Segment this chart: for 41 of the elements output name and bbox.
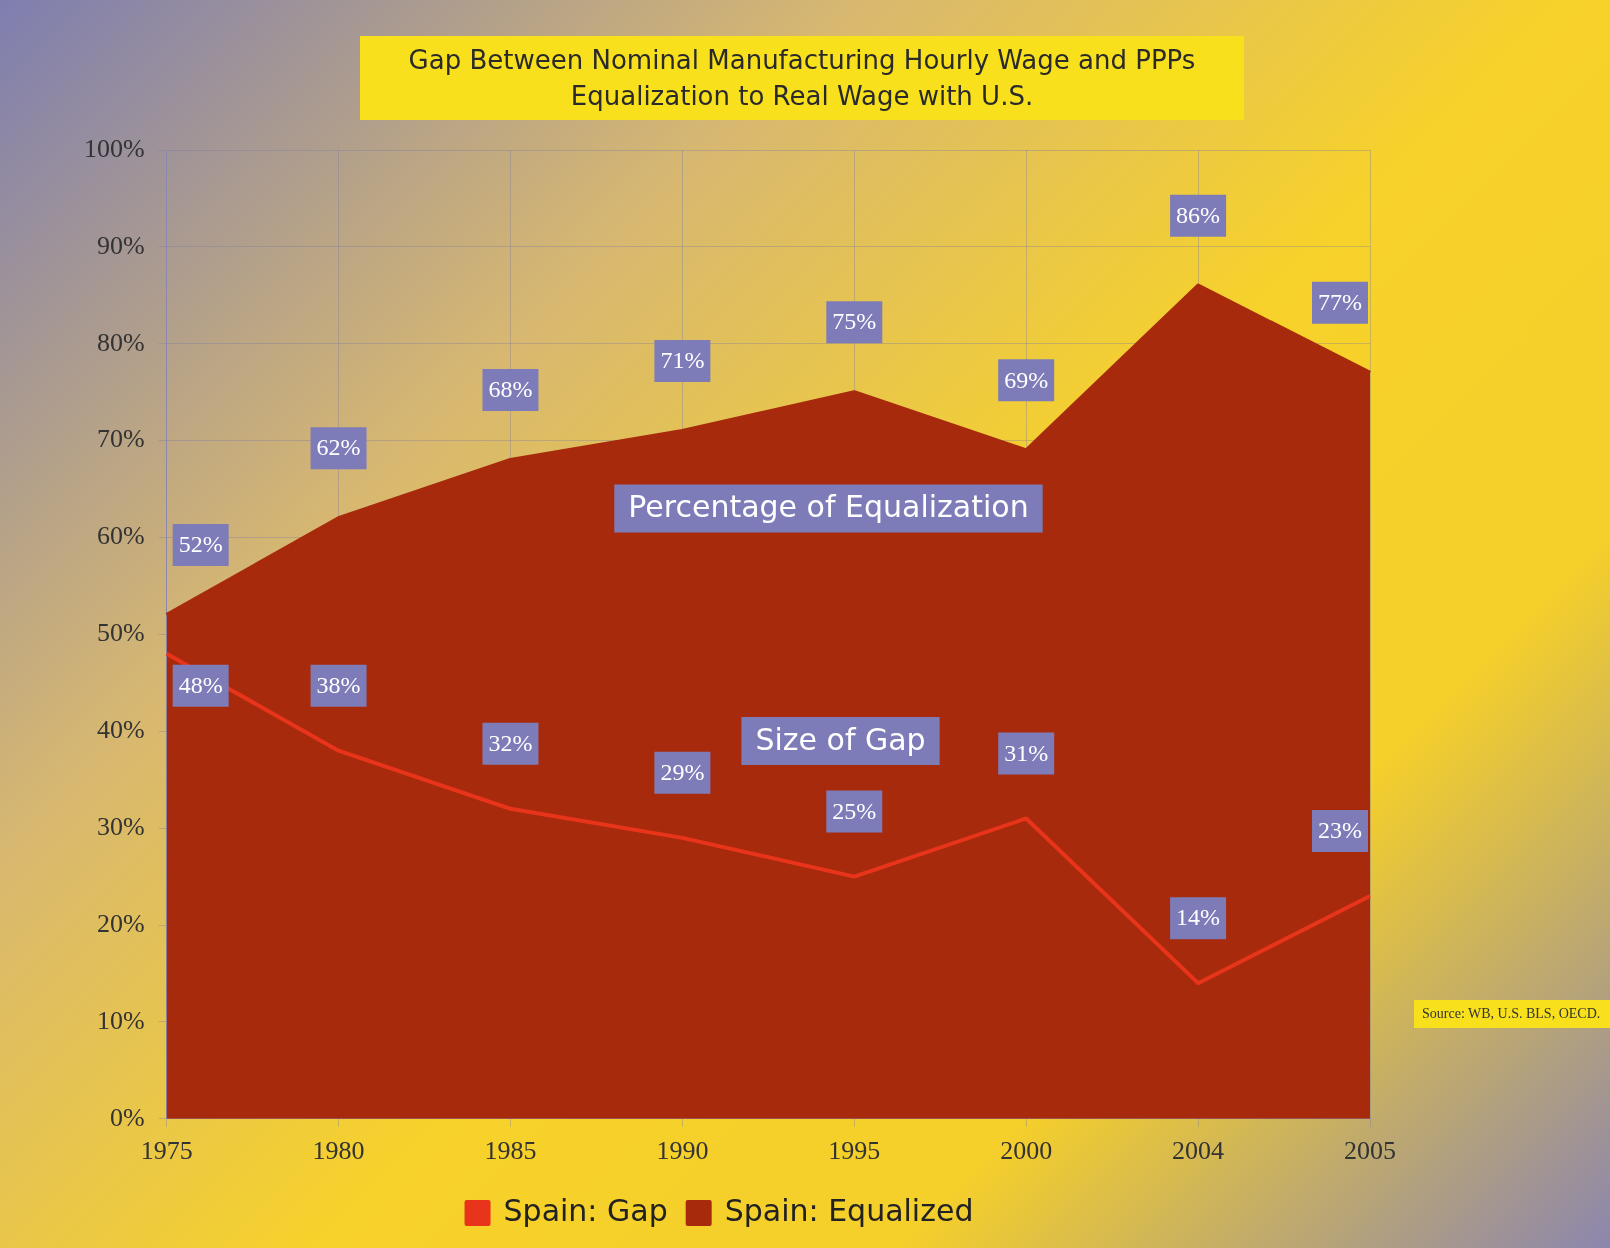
annotation: Size of Gap — [755, 721, 926, 757]
annotation: Percentage of Equalization — [628, 489, 1029, 525]
x-tick-label: 2000 — [1000, 1136, 1053, 1166]
y-tick-label: 70% — [96, 424, 145, 454]
data-label: 31% — [1004, 739, 1049, 766]
x-tick-label: 1980 — [312, 1136, 365, 1166]
data-label: 48% — [178, 672, 223, 699]
y-tick-label: 20% — [96, 908, 145, 938]
source-note: Source: WB, U.S. BLS, OECD. — [1414, 1000, 1610, 1028]
x-tick-label: 1985 — [484, 1136, 537, 1166]
data-label: 52% — [178, 531, 223, 558]
data-label: 75% — [832, 308, 877, 335]
y-tick-label: 30% — [96, 811, 145, 841]
data-label: 29% — [660, 759, 705, 786]
y-tick-label: 80% — [96, 327, 145, 357]
y-tick-label: 0% — [109, 1102, 145, 1132]
x-tick-label: 1975 — [140, 1136, 193, 1166]
y-tick-label: 40% — [96, 715, 145, 745]
x-tick-label: 2004 — [1172, 1136, 1225, 1166]
y-tick-label: 100% — [83, 133, 145, 163]
legend-label: Spain: Gap — [503, 1192, 668, 1228]
x-tick-label: 1990 — [656, 1136, 709, 1166]
data-label: 62% — [316, 434, 361, 461]
y-tick-label: 50% — [96, 618, 145, 648]
data-label: 14% — [1176, 904, 1221, 931]
data-label: 71% — [660, 347, 705, 374]
data-label: 23% — [1318, 817, 1362, 844]
y-tick-label: 90% — [96, 230, 145, 260]
data-label: 32% — [488, 730, 533, 757]
legend-label: Spain: Equalized — [724, 1192, 974, 1228]
y-tick-label: 60% — [96, 521, 145, 551]
data-label: 38% — [316, 671, 361, 698]
data-label: 77% — [1318, 289, 1362, 316]
y-tick-label: 10% — [96, 1005, 145, 1035]
x-tick-label: 2005 — [1344, 1136, 1396, 1166]
data-label: 68% — [488, 376, 533, 403]
data-label: 69% — [1004, 366, 1049, 393]
data-label: 25% — [832, 797, 877, 824]
chart-title: Gap Between Nominal Manufacturing Hourly Wage and PPPs Equalization to Real Wage with U.S. — [360, 36, 1244, 120]
x-tick-label: 1995 — [828, 1136, 881, 1166]
data-label: 86% — [1176, 201, 1221, 228]
